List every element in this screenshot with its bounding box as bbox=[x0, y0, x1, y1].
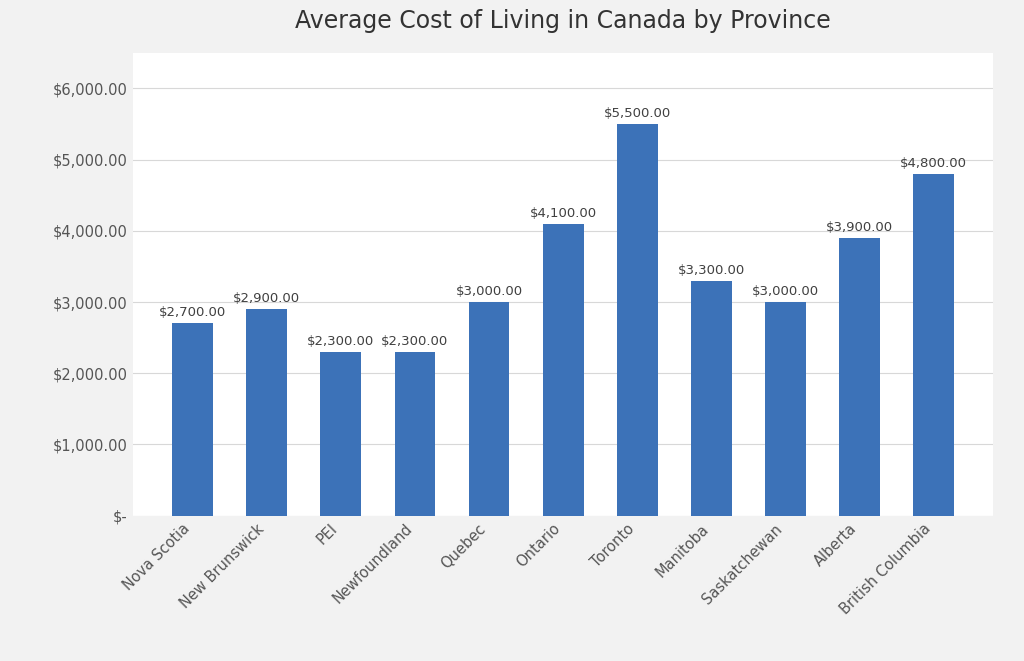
Bar bbox=[913, 174, 954, 516]
Bar bbox=[840, 238, 880, 516]
Text: $5,500.00: $5,500.00 bbox=[604, 107, 671, 120]
Bar bbox=[247, 309, 287, 516]
Bar bbox=[616, 124, 657, 516]
Text: $4,100.00: $4,100.00 bbox=[529, 207, 597, 220]
Text: $2,300.00: $2,300.00 bbox=[307, 335, 375, 348]
Text: $2,900.00: $2,900.00 bbox=[233, 292, 300, 305]
Text: $3,000.00: $3,000.00 bbox=[752, 285, 819, 298]
Bar bbox=[469, 302, 510, 516]
Text: $2,300.00: $2,300.00 bbox=[381, 335, 449, 348]
Bar bbox=[765, 302, 806, 516]
Bar bbox=[691, 281, 732, 516]
Bar bbox=[321, 352, 361, 516]
Text: $3,900.00: $3,900.00 bbox=[826, 221, 893, 234]
Text: $2,700.00: $2,700.00 bbox=[159, 307, 226, 319]
Title: Average Cost of Living in Canada by Province: Average Cost of Living in Canada by Prov… bbox=[295, 9, 831, 33]
Text: $3,300.00: $3,300.00 bbox=[678, 264, 745, 277]
Text: $3,000.00: $3,000.00 bbox=[456, 285, 522, 298]
Bar bbox=[394, 352, 435, 516]
Bar bbox=[172, 323, 213, 516]
Bar bbox=[543, 223, 584, 516]
Text: $4,800.00: $4,800.00 bbox=[900, 157, 968, 170]
